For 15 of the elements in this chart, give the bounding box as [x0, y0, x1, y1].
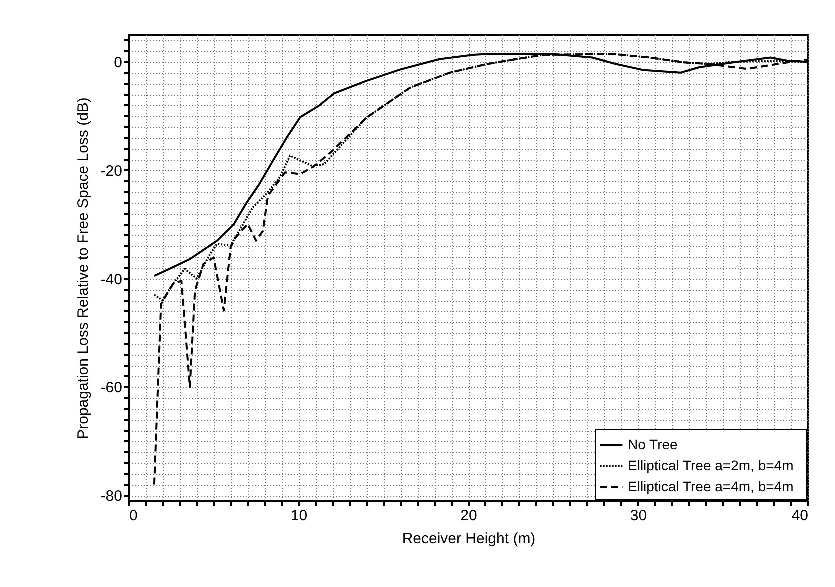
x-tick-label: 40 [792, 508, 808, 524]
y-tick-label: 0 [114, 54, 122, 72]
x-axis-title: Receiver Height (m) [402, 530, 536, 548]
x-tick-label: 30 [630, 508, 648, 524]
legend-label: No Tree [628, 436, 678, 452]
y-axis-title: Propagation Loss Relative to Free Space Loss (dB) [74, 98, 92, 440]
x-tick-label: 0 [130, 508, 138, 524]
legend-label: Elliptical Tree a=4m, b=4m [628, 478, 794, 494]
legend-label: Elliptical Tree a=2m, b=4m [628, 458, 794, 474]
x-tick-label: 10 [290, 508, 308, 524]
y-tick-label: -40 [100, 271, 122, 288]
x-tick-label: 20 [460, 508, 478, 524]
y-tick-label: -20 [100, 162, 122, 180]
y-tick-label: -60 [100, 380, 122, 397]
y-tick-label: -80 [100, 488, 122, 506]
